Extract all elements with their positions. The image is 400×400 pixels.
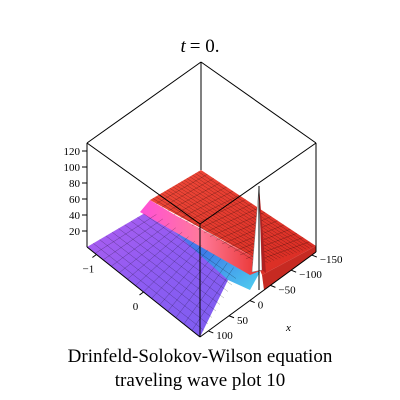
x-axis-title: x [285, 322, 291, 334]
mesh-line [124, 224, 225, 299]
z-tick-label: 80 [69, 178, 81, 190]
mesh-line [197, 203, 253, 230]
x-tick [270, 284, 276, 288]
x-tick-label: −150 [320, 254, 343, 266]
z-tick-label: 60 [69, 194, 81, 206]
y-axis: −1 0 [83, 254, 144, 313]
surface-low-region [87, 210, 248, 337]
surface-plateau [150, 170, 316, 275]
mesh-line [99, 239, 209, 325]
mesh-line [191, 199, 246, 226]
bounding-box-back [86, 61, 317, 170]
z-axis: 120 100 80 60 40 20 [64, 146, 87, 238]
surface-plateau-front [262, 246, 316, 290]
x-tick [208, 330, 214, 334]
mesh-line [105, 235, 213, 318]
caption-line-2: traveling wave plot 10 [114, 370, 286, 391]
x-tick [249, 300, 255, 304]
y-tick-label: 0 [133, 301, 139, 313]
z-tick-label: 40 [69, 210, 81, 222]
mesh-line [185, 195, 240, 223]
mesh-line [143, 213, 237, 279]
surface-plot: t = 0. 120 100 80 60 40 20 100 50 0 −50−100 −150 −… [64, 36, 344, 342]
mesh-line [179, 190, 234, 219]
x-tick [228, 315, 235, 319]
x-tick-label: −50 [278, 284, 296, 296]
x-tick [311, 254, 318, 258]
surface-spike [251, 185, 266, 290]
caption-line-1: Drinfeld-Solokov-Wilson equation [67, 346, 333, 367]
y-tick [139, 291, 144, 296]
mesh-line [209, 212, 265, 237]
mesh-line [112, 232, 217, 312]
mesh-line [137, 217, 233, 286]
z-tick-label: 20 [69, 226, 81, 238]
z-tick-label: 100 [64, 162, 81, 174]
mesh-line [167, 182, 221, 212]
mesh-line [118, 228, 221, 305]
x-axis: 100 50 0 −50−100 −150 [208, 254, 343, 342]
bounding-box-front [86, 142, 317, 338]
y-tick [92, 254, 97, 258]
y-tick-label: −1 [83, 264, 95, 276]
x-tick-label: 100 [216, 330, 233, 342]
chart-title: t = 0. [181, 36, 220, 57]
x-tick-label: −100 [299, 269, 322, 281]
x-tick [290, 269, 297, 273]
mesh-line [203, 207, 259, 234]
mesh-line [239, 233, 297, 256]
mesh-line [215, 216, 272, 241]
mesh-line [173, 186, 227, 215]
surface-transition [140, 200, 262, 275]
x-tick-label: 50 [237, 315, 249, 327]
z-tick-label: 120 [64, 146, 81, 158]
mesh-line [221, 220, 278, 245]
mesh-line [93, 243, 205, 331]
x-tick-label: 0 [258, 300, 264, 312]
mesh-line [130, 220, 229, 292]
